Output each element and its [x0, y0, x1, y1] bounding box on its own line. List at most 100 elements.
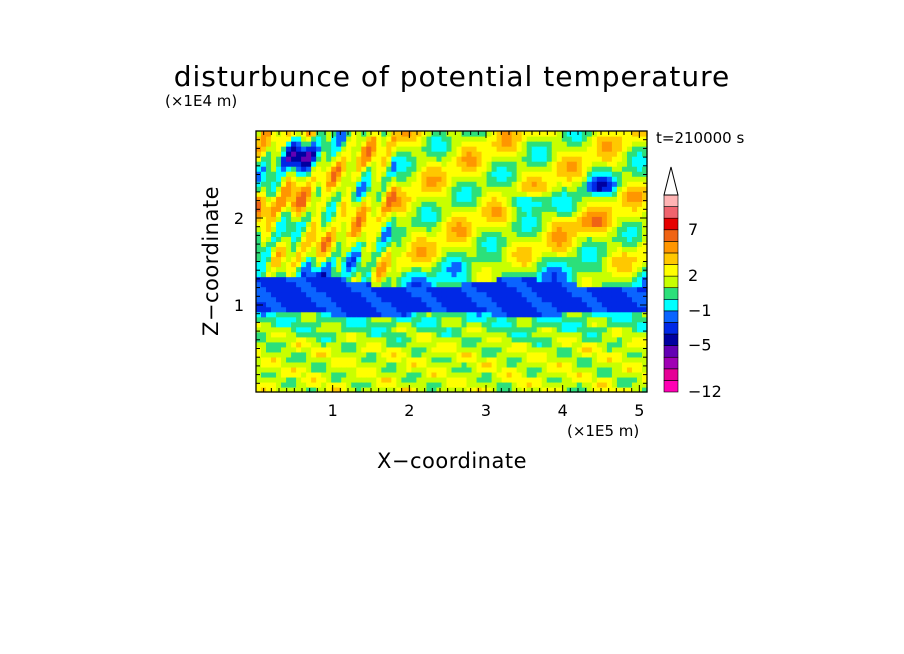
heatmap-cell [286, 146, 292, 152]
heatmap-cell [311, 181, 317, 187]
heatmap-cell [276, 206, 282, 212]
heatmap-cell [401, 261, 407, 268]
heatmap-cell [511, 151, 518, 157]
heatmap-cell [441, 286, 448, 293]
heatmap-cell [301, 166, 307, 172]
heatmap-cell [301, 176, 307, 182]
heatmap-cell [641, 211, 648, 217]
heatmap-cell [461, 226, 468, 232]
heatmap-cell [616, 276, 623, 283]
heatmap-cell [281, 166, 287, 172]
heatmap-cell [541, 386, 548, 393]
heatmap-cell [561, 151, 568, 157]
heatmap-cell [566, 176, 573, 182]
heatmap-cell [336, 146, 342, 152]
heatmap-cell [606, 241, 613, 248]
heatmap-cell [616, 191, 623, 197]
heatmap-cell [596, 246, 603, 253]
heatmap-cell [336, 256, 342, 263]
heatmap-cell [561, 371, 568, 378]
heatmap-cell [621, 176, 628, 182]
heatmap-cell [521, 286, 528, 293]
heatmap-cell [281, 241, 287, 248]
heatmap-cell [501, 361, 508, 368]
heatmap-cell [541, 206, 548, 212]
heatmap-cell [566, 141, 573, 147]
heatmap-cell [271, 301, 277, 308]
heatmap-cell [626, 331, 633, 338]
heatmap-cell [546, 326, 553, 333]
heatmap-cell [476, 341, 483, 348]
heatmap-cell [501, 196, 508, 202]
heatmap-cell [436, 176, 443, 182]
heatmap-cell [511, 211, 518, 217]
heatmap-cell [471, 386, 478, 393]
heatmap-cell [301, 231, 307, 237]
heatmap-cell [441, 276, 448, 283]
heatmap-cell [266, 316, 272, 323]
heatmap-cell [406, 196, 412, 202]
heatmap-cell [321, 276, 327, 283]
heatmap-cell [341, 326, 347, 333]
heatmap-cell [501, 171, 508, 177]
heatmap-cell [356, 141, 362, 147]
heatmap-cell [326, 166, 332, 172]
heatmap-cell [506, 186, 513, 192]
heatmap-cell [346, 296, 352, 303]
heatmap-cell [511, 376, 518, 383]
heatmap-cell [436, 206, 443, 212]
heatmap-cell [271, 176, 277, 182]
heatmap-cell [296, 216, 302, 222]
heatmap-cell [571, 251, 578, 258]
heatmap-cell [396, 161, 402, 167]
heatmap-cell [276, 176, 282, 182]
heatmap-cell [476, 356, 483, 363]
heatmap-cell [591, 241, 598, 248]
heatmap-cell [586, 356, 593, 363]
heatmap-cell [416, 216, 423, 222]
heatmap-cell [436, 351, 443, 358]
heatmap-cell [381, 316, 387, 323]
heatmap-cell [356, 296, 362, 303]
heatmap-cell [331, 326, 337, 333]
heatmap-cell [361, 291, 367, 298]
heatmap-cell [486, 281, 493, 288]
heatmap-cell [281, 151, 287, 157]
heatmap-cell [491, 236, 498, 243]
heatmap-cell [596, 261, 603, 268]
heatmap-cell [511, 196, 518, 202]
heatmap-cell [546, 216, 553, 222]
heatmap-cell [266, 306, 272, 313]
heatmap-cell [476, 301, 483, 308]
heatmap-cell [621, 386, 628, 393]
heatmap-cell [296, 336, 302, 343]
heatmap-cell [631, 286, 638, 293]
heatmap-cell [316, 261, 322, 268]
heatmap-cell [586, 136, 593, 142]
heatmap-cell [341, 206, 347, 212]
heatmap-cell [506, 241, 513, 248]
heatmap-cell [601, 271, 608, 278]
heatmap-cell [636, 261, 643, 268]
heatmap-cell [371, 326, 377, 333]
heatmap-cell [306, 196, 312, 202]
heatmap-cell [301, 211, 307, 217]
heatmap-cell [491, 156, 498, 162]
heatmap-cell [291, 331, 297, 338]
heatmap-cell [466, 196, 473, 202]
heatmap-cell [571, 246, 578, 253]
heatmap-cell [596, 166, 603, 172]
heatmap-cell [391, 211, 397, 217]
heatmap-cell [606, 271, 613, 278]
heatmap-cell [506, 286, 513, 293]
heatmap-cell [636, 301, 643, 308]
heatmap-cell [266, 386, 272, 393]
heatmap-cell [596, 146, 603, 152]
heatmap-cell [281, 236, 287, 243]
heatmap-cell [601, 296, 608, 303]
heatmap-cell [371, 276, 377, 283]
heatmap-cell [301, 196, 307, 202]
heatmap-cell [436, 266, 443, 273]
heatmap-cell [426, 136, 433, 142]
heatmap-cell [471, 296, 478, 303]
